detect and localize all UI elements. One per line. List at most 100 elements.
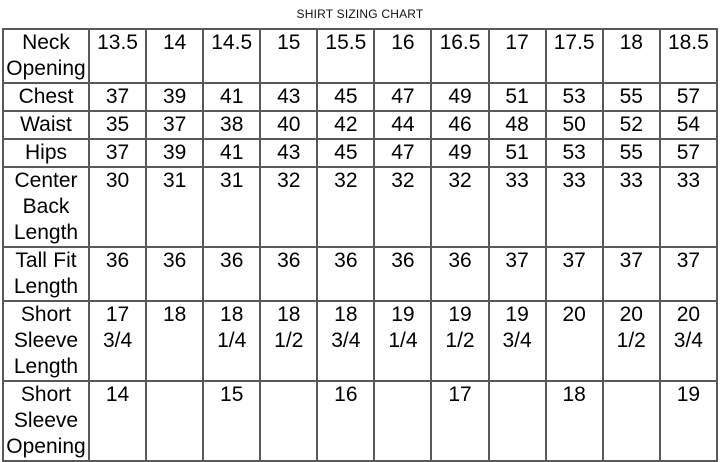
value-cell: 18 1/4	[202, 300, 262, 382]
value-cell: 18	[544, 380, 604, 462]
value-cell: 13.5	[87, 28, 148, 84]
value-cell: 49	[430, 82, 490, 112]
value-cell: 14.5	[202, 28, 262, 84]
value-cell: 36	[373, 246, 433, 302]
value-cell: 36	[87, 246, 148, 302]
value-cell: 17	[430, 380, 490, 462]
row-label: Short Sleeve Opening	[2, 380, 90, 462]
table-row: Hips 37 39 41 43 45 47 49 51 53 55 57	[2, 138, 719, 168]
value-cell: 20 1/2	[601, 300, 661, 382]
value-cell: 18	[145, 300, 205, 382]
value-cell: 17	[487, 28, 547, 84]
value-cell: 47	[373, 82, 433, 112]
value-cell: 45	[316, 138, 376, 168]
value-cell	[601, 380, 661, 462]
value-cell: 19 3/4	[487, 300, 547, 382]
value-cell: 32	[373, 166, 433, 248]
value-cell: 15	[202, 380, 262, 462]
value-cell: 52	[601, 110, 661, 140]
value-cell: 18	[601, 28, 661, 84]
value-cell: 36	[316, 246, 376, 302]
value-cell: 36	[145, 246, 205, 302]
value-cell: 31	[145, 166, 205, 248]
value-cell: 41	[202, 82, 262, 112]
value-cell: 14	[145, 28, 205, 84]
row-label: Chest	[2, 82, 90, 112]
value-cell: 17.5	[544, 28, 604, 84]
value-cell: 43	[259, 138, 319, 168]
value-cell: 37	[601, 246, 661, 302]
value-cell: 41	[202, 138, 262, 168]
value-cell: 18.5	[658, 28, 719, 84]
value-cell: 15	[259, 28, 319, 84]
value-cell: 16	[373, 28, 433, 84]
value-cell: 16	[316, 380, 376, 462]
page-title: SHIRT SIZING CHART	[296, 7, 424, 21]
row-label: Short Sleeve Length	[2, 300, 90, 382]
sizing-table-body: Neck Opening 13.5 14 14.5 15 15.5 16 16.5 17 17.5…	[2, 28, 719, 462]
value-cell: 43	[259, 82, 319, 112]
value-cell	[487, 380, 547, 462]
row-label: Tall Fit Length	[2, 246, 90, 302]
value-cell: 18 1/2	[259, 300, 319, 382]
value-cell: 19 1/4	[373, 300, 433, 382]
value-cell: 49	[430, 138, 490, 168]
value-cell: 53	[544, 138, 604, 168]
table-row: Short Sleeve Length 17 3/4 18 18 1/4 18 1/2 1…	[2, 300, 719, 382]
value-cell: 57	[658, 82, 719, 112]
value-cell: 40	[259, 110, 319, 140]
value-cell: 33	[487, 166, 547, 248]
value-cell: 36	[259, 246, 319, 302]
value-cell: 46	[430, 110, 490, 140]
value-cell	[145, 380, 205, 462]
value-cell: 19	[658, 380, 719, 462]
value-cell: 37	[145, 110, 205, 140]
value-cell: 31	[202, 166, 262, 248]
value-cell: 37	[87, 138, 148, 168]
value-cell: 35	[87, 110, 148, 140]
value-cell: 17 3/4	[87, 300, 148, 382]
value-cell: 48	[487, 110, 547, 140]
value-cell: 39	[145, 82, 205, 112]
value-cell: 32	[316, 166, 376, 248]
shirt-sizing-table: Neck Opening 13.5 14 14.5 15 15.5 16 16.5 17 17.5…	[2, 28, 719, 462]
value-cell: 55	[601, 138, 661, 168]
value-cell: 14	[87, 380, 148, 462]
value-cell: 32	[259, 166, 319, 248]
value-cell: 32	[430, 166, 490, 248]
value-cell: 15.5	[316, 28, 376, 84]
value-cell: 51	[487, 82, 547, 112]
value-cell: 47	[373, 138, 433, 168]
value-cell: 39	[145, 138, 205, 168]
value-cell: 20	[544, 300, 604, 382]
value-cell: 38	[202, 110, 262, 140]
value-cell: 37	[87, 82, 148, 112]
value-cell: 19 1/2	[430, 300, 490, 382]
table-row: Chest 37 39 41 43 45 47 49 51 53 55 57	[2, 82, 719, 112]
value-cell: 54	[658, 110, 719, 140]
value-cell: 53	[544, 82, 604, 112]
value-cell: 37	[544, 246, 604, 302]
value-cell: 36	[430, 246, 490, 302]
value-cell: 16.5	[430, 28, 490, 84]
value-cell: 42	[316, 110, 376, 140]
value-cell: 33	[658, 166, 719, 248]
value-cell: 50	[544, 110, 604, 140]
row-label: Neck Opening	[2, 28, 90, 84]
value-cell	[259, 380, 319, 462]
value-cell: 30	[87, 166, 148, 248]
value-cell: 37	[658, 246, 719, 302]
value-cell: 51	[487, 138, 547, 168]
value-cell: 20 3/4	[658, 300, 719, 382]
row-label: Center Back Length	[2, 166, 90, 248]
value-cell: 33	[544, 166, 604, 248]
value-cell: 33	[601, 166, 661, 248]
value-cell: 37	[487, 246, 547, 302]
value-cell: 45	[316, 82, 376, 112]
table-row: Center Back Length 30 31 31 32 32 32 32 33 33 33 33	[2, 166, 719, 248]
value-cell: 57	[658, 138, 719, 168]
row-label: Waist	[2, 110, 90, 140]
table-row: Neck Opening 13.5 14 14.5 15 15.5 16 16.5 17 17.5…	[2, 28, 719, 84]
value-cell: 18 3/4	[316, 300, 376, 382]
value-cell: 36	[202, 246, 262, 302]
